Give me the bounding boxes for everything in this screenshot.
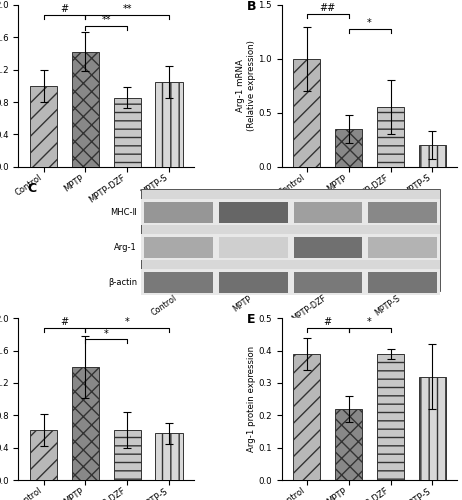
Bar [144, 236, 213, 258]
Text: *: * [104, 328, 109, 338]
Bar [293, 236, 362, 258]
Bar [72, 367, 99, 480]
Text: ##: ## [320, 3, 336, 13]
Bar [368, 272, 437, 292]
Bar [114, 98, 141, 166]
Bar [377, 108, 404, 166]
Bar [335, 409, 362, 480]
Text: #: # [61, 317, 68, 327]
Bar [72, 52, 99, 166]
Bar [377, 354, 404, 480]
Text: E: E [247, 314, 255, 326]
Bar [155, 82, 182, 166]
Text: #: # [61, 4, 68, 14]
Bar [141, 234, 440, 260]
Bar [293, 272, 362, 292]
Bar [419, 145, 446, 167]
Text: **: ** [102, 15, 111, 25]
Bar [368, 236, 437, 258]
Bar [219, 236, 288, 258]
Text: MPTP: MPTP [231, 294, 253, 313]
Bar [144, 202, 213, 222]
Text: C: C [27, 182, 36, 195]
Text: MHC-Ⅱ: MHC-Ⅱ [110, 208, 137, 216]
Text: β-actin: β-actin [108, 278, 137, 286]
Bar [368, 202, 437, 222]
Bar [141, 270, 440, 295]
Bar [293, 59, 321, 166]
Bar [335, 129, 362, 166]
Text: B: B [247, 0, 256, 13]
Y-axis label: Arg-1 protein expression: Arg-1 protein expression [247, 346, 255, 452]
Text: MPTP-S: MPTP-S [374, 294, 402, 318]
Bar [419, 376, 446, 480]
Bar [141, 189, 440, 292]
Bar [293, 202, 362, 222]
Text: *: * [125, 317, 129, 327]
Text: #: # [324, 317, 332, 327]
Bar [30, 430, 57, 480]
Text: **: ** [122, 4, 132, 14]
Bar [30, 86, 57, 166]
Text: Arg-1: Arg-1 [114, 242, 137, 252]
Bar [141, 200, 440, 225]
Bar [144, 272, 213, 292]
Text: Control: Control [150, 294, 179, 318]
Text: MPTP-DZF: MPTP-DZF [290, 294, 328, 324]
Text: *: * [367, 317, 372, 327]
Bar [155, 433, 182, 480]
Bar [219, 272, 288, 292]
Bar [219, 202, 288, 222]
Y-axis label: Arg-1 mRNA
(Relative expression): Arg-1 mRNA (Relative expression) [236, 40, 255, 132]
Text: *: * [367, 18, 372, 28]
Bar [114, 430, 141, 480]
Bar [293, 354, 321, 480]
